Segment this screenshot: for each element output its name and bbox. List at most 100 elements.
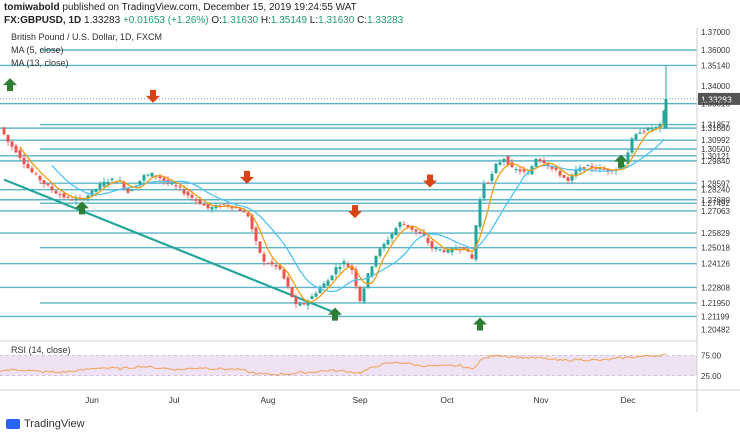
legend-ma5: MA (5, close): [11, 45, 64, 55]
price-tick-label: 1.33016: [701, 100, 730, 109]
price-tick-label: 1.35140: [701, 61, 730, 70]
close-value: 1.33283: [367, 15, 404, 26]
sell-arrow-icon: [423, 174, 437, 188]
o-label: O:: [211, 15, 222, 26]
candle-body: [222, 204, 226, 206]
candle-body: [170, 183, 174, 185]
candle-body: [478, 199, 482, 227]
sell-arrow-icon: [348, 205, 362, 219]
candle-body: [550, 165, 554, 169]
candle-body: [46, 184, 50, 186]
price-tick-label: 1.30121: [701, 152, 730, 161]
candle-body: [586, 165, 590, 167]
candle-body: [654, 126, 658, 128]
price-tick-label: 1.28240: [701, 186, 730, 195]
time-tick-label: Jun: [85, 395, 99, 405]
candle-body: [442, 250, 446, 253]
chart-background: [0, 28, 740, 412]
candle-body: [70, 199, 74, 201]
candle-body: [122, 181, 126, 189]
candle-body: [102, 181, 106, 187]
price-chart[interactable]: 1.37000 1.36000 1.35140 1.34000 1.332831.330…: [0, 28, 740, 412]
candle-body: [194, 199, 198, 201]
candle-body: [186, 191, 190, 196]
buy-arrow-icon: [473, 317, 487, 331]
candle-body: [486, 182, 490, 184]
candle-body: [406, 224, 410, 228]
candle-body: [142, 175, 146, 181]
candle-body: [490, 173, 494, 181]
buy-arrow-icon: [614, 154, 628, 168]
candle-body: [338, 266, 342, 269]
candle-body: [18, 150, 22, 159]
candle-body: [390, 233, 394, 239]
candle-body: [106, 181, 110, 185]
high-value: 1.35149: [270, 15, 308, 26]
brand-text: TradingView: [24, 418, 85, 430]
candle-body: [638, 132, 642, 134]
candle-body: [298, 303, 302, 306]
price-tick-label: 1.30500: [701, 145, 730, 154]
price-tick-label: 1.27063: [701, 207, 730, 216]
candle-body: [22, 157, 26, 165]
c-label: C:: [357, 15, 368, 26]
candle-body: [482, 183, 486, 199]
candle-body: [342, 261, 346, 264]
candle-body: [602, 168, 606, 170]
buy-arrow-icon: [328, 307, 342, 321]
candle-body: [534, 158, 538, 167]
candle-body: [546, 163, 550, 167]
legend-ma13: MA (13, close): [11, 58, 69, 68]
candle-body: [10, 141, 14, 147]
candle-body: [270, 261, 274, 264]
candle-body: [410, 225, 414, 230]
candle-body: [606, 168, 610, 172]
candle-body: [554, 167, 558, 170]
candle-body: [290, 287, 294, 298]
price-tick-label: 1.24126: [701, 260, 730, 269]
low-value: 1.31630: [318, 15, 355, 26]
candle-body: [506, 156, 510, 166]
candle-body: [582, 167, 586, 169]
candle-body: [538, 159, 542, 161]
trendline: [3, 178, 341, 316]
price-tick-label: 1.36000: [701, 46, 730, 55]
candle-body: [414, 229, 418, 232]
candle-body: [362, 288, 366, 302]
last-price-tag: [698, 92, 740, 105]
candle-body: [258, 241, 262, 253]
candle-body: [250, 214, 254, 230]
candle-body: [210, 206, 214, 210]
candle-body: [282, 269, 286, 279]
candle-body: [238, 208, 242, 212]
rsi-band: [0, 355, 697, 376]
candle-body: [150, 172, 154, 177]
candle-body: [430, 241, 434, 249]
candle-body: [274, 265, 278, 267]
candle-body: [26, 163, 30, 169]
candle-body: [130, 189, 134, 192]
candle-body: [350, 265, 354, 271]
candle-body: [50, 186, 54, 191]
candle-body: [570, 174, 574, 181]
candle-body: [318, 287, 322, 294]
candle-body: [126, 188, 130, 193]
price-tick-label: 1.31857: [701, 121, 730, 130]
candle-body: [82, 198, 86, 200]
candle-body: [58, 194, 62, 196]
time-tick-label: Dec: [620, 395, 636, 405]
candle-body: [502, 158, 506, 163]
last-price-tag-text: 1.33283: [701, 94, 732, 104]
price-tick-label: 1.25829: [701, 229, 730, 238]
candle-body: [74, 198, 78, 201]
candle-body: [38, 175, 42, 181]
time-tick-label: Aug: [260, 395, 275, 405]
last-price: 1.33283: [84, 15, 121, 26]
candle-body: [158, 176, 162, 179]
published-text: published on TradingView.com, December 1…: [62, 2, 357, 13]
tradingview-brand[interactable]: TradingView: [6, 418, 85, 430]
candle-body: [626, 152, 630, 164]
candle-body: [434, 247, 438, 250]
publish-info: tomiwabold published on TradingView.com,…: [4, 2, 357, 13]
candle-body: [566, 177, 570, 181]
